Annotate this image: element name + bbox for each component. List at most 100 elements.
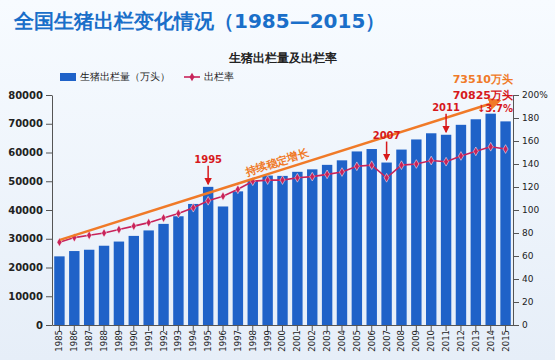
- marker: [399, 161, 404, 170]
- tick-mark: [513, 210, 519, 211]
- bar: [396, 150, 406, 325]
- tick-mark: [513, 164, 519, 165]
- legend-label: 出栏率: [204, 71, 234, 82]
- tick-label: 1987: [84, 330, 94, 352]
- tick-mark: [513, 302, 519, 303]
- tick: 2000: [277, 325, 287, 352]
- tick: 1987: [84, 325, 94, 352]
- bar: [203, 187, 213, 325]
- tick-label: 1993: [173, 330, 183, 352]
- bar: [173, 216, 183, 325]
- tick-label: 20: [522, 297, 534, 307]
- bar: [500, 121, 510, 325]
- tick: 2009: [411, 325, 421, 352]
- tick: 2008: [396, 325, 406, 352]
- bar: [262, 176, 272, 325]
- tick: 50000: [8, 176, 52, 187]
- tick: 2007: [382, 325, 392, 352]
- marker: [235, 185, 240, 194]
- tick: 20: [513, 297, 534, 307]
- marker: [384, 173, 389, 182]
- tick-label: 0: [36, 320, 43, 331]
- bar: [114, 242, 124, 325]
- marker: [191, 203, 196, 212]
- tick: 0: [36, 320, 52, 331]
- marker: [146, 218, 151, 227]
- marker: [206, 196, 211, 205]
- axis: 020406080100120140160180200%: [513, 90, 548, 330]
- tick: 80000: [8, 90, 52, 101]
- tick-mark: [46, 181, 52, 182]
- bar: [188, 204, 198, 325]
- marker: [161, 214, 166, 223]
- tick-label: 1989: [114, 330, 124, 352]
- tick-label: 1997: [233, 330, 243, 352]
- marker: [488, 142, 493, 151]
- bar: [292, 172, 302, 325]
- tick-mark: [46, 325, 52, 326]
- tick-label: 200%: [522, 90, 548, 100]
- annotation: 70825万头: [453, 89, 513, 102]
- tick-mark: [513, 95, 519, 96]
- annotation: 1995: [194, 154, 222, 165]
- tick-label: 100: [522, 205, 539, 215]
- tick-label: 2013: [471, 330, 481, 352]
- annotation: 2007: [373, 130, 401, 141]
- tick-mark: [46, 296, 52, 297]
- marker: [503, 145, 508, 154]
- tick: 1996: [218, 325, 228, 352]
- tick-label: 2015: [501, 330, 511, 352]
- axis: 1985198619871988198919901991199219931994…: [53, 325, 514, 352]
- tick-mark: [513, 233, 519, 234]
- bar: [218, 206, 228, 325]
- tick: 100: [513, 205, 539, 215]
- background: [0, 0, 555, 360]
- tick: 1998: [248, 325, 258, 352]
- tick-label: 2006: [367, 330, 377, 352]
- tick: 1989: [114, 325, 124, 352]
- tick-label: 40000: [8, 205, 43, 216]
- marker: [339, 168, 344, 177]
- annotation-arrow: [386, 142, 388, 160]
- tick: 140: [513, 159, 539, 169]
- tick: 120: [513, 182, 539, 192]
- tick-label: 80000: [8, 90, 43, 101]
- tick-label: 1992: [159, 330, 169, 352]
- marker: [280, 176, 285, 185]
- annotation: 73510万头: [453, 73, 513, 86]
- bar: [99, 246, 109, 325]
- tick: 10000: [8, 291, 52, 302]
- tick-mark: [46, 153, 52, 154]
- bar: [381, 163, 391, 325]
- tick: 1991: [144, 325, 154, 352]
- tick-label: 2001: [292, 330, 302, 352]
- legend-marker: [189, 73, 194, 82]
- tick: 0: [513, 320, 528, 330]
- axis: 0100002000030000400005000060000700008000…: [8, 90, 52, 331]
- tick: 2011: [441, 325, 451, 352]
- tick: 1992: [159, 325, 169, 352]
- tick: 160: [513, 136, 539, 146]
- trend-arrow: [60, 101, 499, 240]
- bar: [54, 256, 64, 325]
- tick: 1985: [54, 325, 64, 352]
- tick-label: 2008: [396, 330, 406, 352]
- tick-label: 1998: [248, 330, 258, 352]
- tick: 1990: [129, 325, 139, 352]
- bar: [441, 135, 451, 325]
- bar: [337, 160, 347, 325]
- tick-mark: [513, 256, 519, 257]
- marker: [458, 152, 463, 161]
- tick-label: 2014: [486, 330, 496, 352]
- marker: [354, 162, 359, 171]
- tick-label: 2002: [307, 330, 317, 352]
- annotation: 持续稳定增长: [243, 146, 312, 179]
- legend-label: 生猪出栏量（万头）: [80, 71, 170, 82]
- tick: 2004: [337, 325, 347, 352]
- tick-label: 30000: [8, 233, 43, 244]
- marker: [265, 176, 270, 185]
- tick-label: 180: [522, 113, 539, 123]
- bar: [69, 251, 79, 325]
- line-series: [57, 142, 508, 246]
- legend-item: 生猪出栏量（万头）: [60, 71, 170, 82]
